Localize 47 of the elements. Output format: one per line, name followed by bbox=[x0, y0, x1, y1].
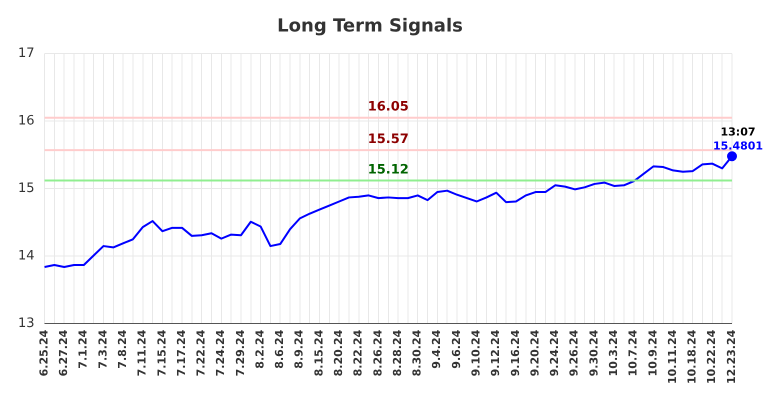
x-tick-label: 10.22.24 bbox=[705, 329, 718, 384]
x-tick-label: 9.4.24 bbox=[430, 329, 444, 369]
x-tick-label: 9.26.24 bbox=[568, 329, 581, 376]
x-tick-label: 7.24.24 bbox=[214, 329, 228, 376]
chart-title: Long Term Signals bbox=[277, 15, 463, 36]
ref-line-label: 15.12 bbox=[368, 162, 409, 178]
x-tick-label: 10.11.24 bbox=[666, 329, 679, 384]
x-tick-label: 6.25.24 bbox=[37, 329, 50, 376]
ref-line-label: 16.05 bbox=[368, 100, 409, 115]
x-tick-label: 7.22.24 bbox=[194, 329, 208, 376]
x-tick-label: 8.6.24 bbox=[273, 329, 286, 369]
x-tick-label: 8.28.24 bbox=[390, 329, 404, 376]
x-tick-label: 9.30.24 bbox=[587, 329, 600, 376]
x-tick-label: 8.20.24 bbox=[332, 329, 346, 376]
x-tick-label: 6.27.24 bbox=[57, 329, 70, 376]
x-tick-label: 8.15.24 bbox=[312, 329, 326, 376]
x-tick-label: 10.3.24 bbox=[607, 329, 620, 376]
x-tick-label: 8.26.24 bbox=[371, 329, 384, 376]
y-tick-label: 13 bbox=[18, 316, 35, 332]
x-tick-label: 10.18.24 bbox=[686, 329, 699, 384]
x-tick-label: 9.10.24 bbox=[470, 329, 483, 376]
x-tick-label: 8.22.24 bbox=[352, 329, 365, 376]
x-tick-label: 7.17.24 bbox=[174, 329, 188, 376]
x-tick-label: 10.7.24 bbox=[626, 329, 640, 376]
x-tick-label: 9.24.24 bbox=[548, 329, 562, 376]
x-tick-label: 7.1.24 bbox=[76, 329, 90, 369]
x-tick-label: 8.2.24 bbox=[253, 329, 266, 369]
x-tick-label: 8.30.24 bbox=[410, 329, 424, 376]
x-tick-label: 12.23.24 bbox=[724, 329, 738, 384]
y-tick-label: 15 bbox=[18, 181, 35, 196]
x-tick-label: 10.9.24 bbox=[646, 329, 660, 376]
x-tick-label: 7.11.24 bbox=[136, 329, 149, 376]
annotation: 13:07 bbox=[720, 126, 756, 139]
x-tick-label: 7.15.24 bbox=[155, 329, 168, 376]
y-tick-label: 14 bbox=[18, 248, 35, 264]
x-tick-label: 9.12.24 bbox=[489, 329, 502, 376]
x-tick-label: 9.20.24 bbox=[528, 329, 542, 376]
x-tick-label: 9.16.24 bbox=[508, 329, 522, 376]
x-tick-label: 9.6.24 bbox=[450, 329, 463, 369]
x-tick-label: 7.29.24 bbox=[234, 329, 247, 376]
data-label: 15.4801 bbox=[712, 140, 764, 153]
ref-line-label: 15.57 bbox=[368, 132, 409, 148]
x-tick-label: 8.9.24 bbox=[292, 329, 306, 369]
x-tick-label: 7.8.24 bbox=[116, 329, 129, 369]
y-tick-label: 16 bbox=[18, 114, 35, 129]
x-tick-label: 7.3.24 bbox=[96, 329, 110, 369]
y-tick-label: 17 bbox=[18, 46, 35, 61]
